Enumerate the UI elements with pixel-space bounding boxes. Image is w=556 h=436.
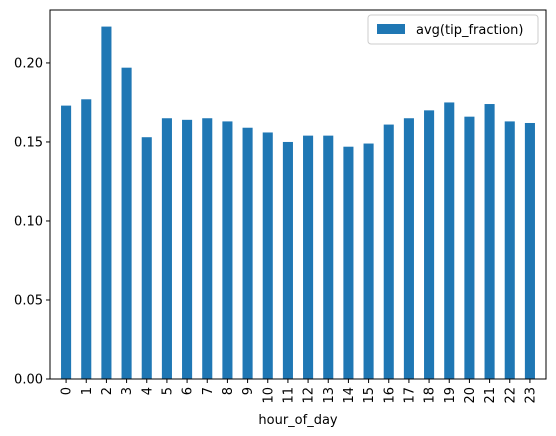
x-tick-label: 20 xyxy=(463,387,478,404)
bar-hour-15 xyxy=(363,143,374,379)
x-tick-label: 2 xyxy=(100,387,115,395)
x-axis: 0 1 2 3 4 5 6 7 8 9 10 11 12 13 14 15 16 17 18 19 20 21 22 23 xyxy=(60,379,538,404)
x-tick-label: 5 xyxy=(160,387,175,395)
x-tick-label: 19 xyxy=(443,387,458,404)
bar-hour-16 xyxy=(383,124,394,379)
x-tick-label: 10 xyxy=(261,387,276,404)
x-tick-label: 15 xyxy=(362,387,377,404)
x-tick-label: 6 xyxy=(181,387,196,395)
x-tick-label: 7 xyxy=(201,387,216,395)
x-tick-label: 13 xyxy=(322,387,337,404)
x-tick-label: 12 xyxy=(302,387,317,404)
bar-hour-8 xyxy=(222,121,233,379)
bar-hour-23 xyxy=(524,122,535,380)
bar-hour-12 xyxy=(303,135,314,379)
legend-swatch xyxy=(377,24,405,34)
bar-hour-3 xyxy=(121,67,132,380)
bar-hour-17 xyxy=(403,118,414,379)
plot-frame xyxy=(49,9,547,380)
bar-hour-13 xyxy=(323,135,334,379)
bar-hour-0 xyxy=(61,105,72,380)
bar-hour-14 xyxy=(343,146,354,379)
x-tick-label: 18 xyxy=(423,387,438,404)
x-tick-label: 4 xyxy=(140,387,155,395)
x-tick-label: 8 xyxy=(221,387,236,395)
y-tick-label: 0.05 xyxy=(14,293,43,308)
bar-hour-9 xyxy=(242,127,253,379)
bar-hour-10 xyxy=(262,132,273,379)
bar-hour-22 xyxy=(504,121,515,379)
bar-hour-4 xyxy=(141,137,152,379)
x-tick-label: 23 xyxy=(523,387,538,404)
y-axis: 0.00 0.05 0.10 0.15 0.20 xyxy=(14,56,50,388)
bar-hour-2 xyxy=(101,26,112,380)
bar-hour-19 xyxy=(444,102,455,379)
bar-hour-7 xyxy=(202,118,213,379)
x-tick-label: 9 xyxy=(241,387,256,395)
y-tick-label: 0.10 xyxy=(14,214,43,229)
x-tick-label: 22 xyxy=(503,387,518,404)
bar-hour-5 xyxy=(161,118,172,379)
bar-hour-18 xyxy=(424,110,435,379)
x-tick-label: 1 xyxy=(80,387,95,395)
x-axis-label: hour_of_day xyxy=(258,413,338,428)
y-tick-label: 0.00 xyxy=(14,373,43,388)
legend-box xyxy=(367,14,539,45)
x-tick-label: 17 xyxy=(402,387,417,404)
bar-hour-21 xyxy=(484,104,495,379)
x-tick-label: 16 xyxy=(382,387,397,404)
bars-group xyxy=(61,26,535,380)
bar-hour-11 xyxy=(282,141,293,379)
x-tick-label: 3 xyxy=(120,387,135,395)
x-tick-label: 11 xyxy=(281,387,296,404)
y-tick-label: 0.20 xyxy=(14,56,43,71)
legend: avg(tip_fraction) xyxy=(367,14,539,45)
legend-label: avg(tip_fraction) xyxy=(416,23,523,38)
bar-hour-6 xyxy=(182,119,193,379)
x-tick-label: 0 xyxy=(60,387,75,395)
y-tick-label: 0.15 xyxy=(14,135,43,150)
x-tick-label: 21 xyxy=(483,387,498,404)
bar-hour-20 xyxy=(464,116,475,380)
x-tick-label: 14 xyxy=(342,387,357,404)
bar-hour-1 xyxy=(81,99,92,379)
